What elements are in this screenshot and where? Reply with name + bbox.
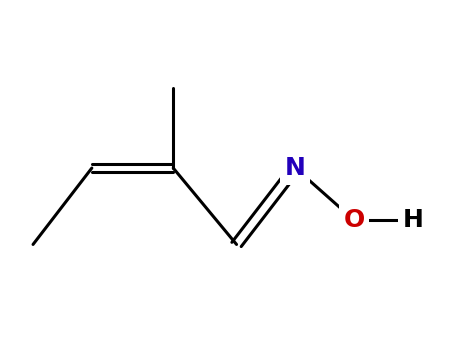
Text: H: H (403, 208, 423, 232)
Text: N: N (285, 156, 306, 180)
Text: O: O (344, 208, 365, 232)
